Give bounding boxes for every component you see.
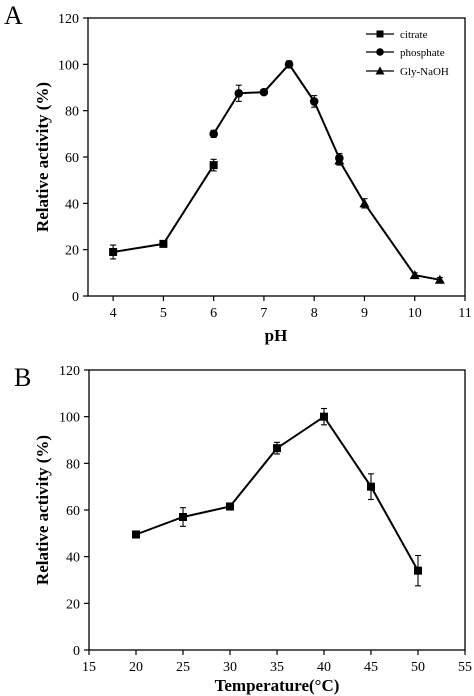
legend-label-phosphate: phosphate xyxy=(400,47,445,59)
x-tick-label: 35 xyxy=(270,660,284,675)
panel-a-x-ticks: 4 5 6 7 8 9 10 11 xyxy=(110,296,472,321)
series-line xyxy=(135,415,419,572)
x-tick-label: 15 xyxy=(82,660,96,675)
series-line xyxy=(338,159,441,281)
x-tick-label: 50 xyxy=(411,660,425,675)
legend-circle-marker xyxy=(376,48,384,56)
data-point-square xyxy=(179,513,187,521)
legend-triangle-marker xyxy=(375,66,385,75)
panel-b-plot-frame xyxy=(88,369,466,651)
y-tick-label: 100 xyxy=(59,411,80,426)
panel-b-y-ticks: 0 20 40 60 80 100 120 xyxy=(59,364,89,659)
y-tick-label: 40 xyxy=(65,197,79,212)
y-tick-label: 80 xyxy=(65,105,79,120)
data-point-square xyxy=(159,239,168,248)
y-tick-label: 80 xyxy=(66,457,80,472)
y-tick-label: 20 xyxy=(66,597,80,612)
panel-b-points xyxy=(132,412,422,575)
data-point-circle xyxy=(309,97,319,106)
data-point-square xyxy=(414,566,422,575)
panel-a-plot-frame xyxy=(87,17,466,297)
panel-a-legend: citrate phosphate Gly-NaOH xyxy=(366,29,449,78)
legend-label-gly-naoh: Gly-NaOH xyxy=(400,66,449,78)
panel-a-letter: A xyxy=(4,1,23,30)
data-point-square xyxy=(226,502,234,511)
panel-a-y-ticks: 0 20 40 60 80 100 120 xyxy=(58,12,88,305)
panel-b-y-axis-title: Relative activity (%) xyxy=(33,435,52,585)
y-tick-label: 0 xyxy=(72,290,79,305)
data-point-circle xyxy=(284,60,294,69)
x-tick-label: 9 xyxy=(361,306,368,321)
x-tick-label: 45 xyxy=(364,660,378,675)
panel-b-x-ticks: 15 20 25 30 35 40 45 50 55 xyxy=(82,650,472,675)
series-line xyxy=(212,62,341,159)
data-point-circle xyxy=(259,87,269,97)
x-tick-label: 30 xyxy=(223,660,237,675)
panel-a-x-axis-title: pH xyxy=(265,326,288,345)
panel-a-y-axis-title: Relative activity (%) xyxy=(33,82,52,232)
panel-b-letter: B xyxy=(14,363,31,392)
x-tick-label: 11 xyxy=(458,306,471,321)
x-tick-label: 10 xyxy=(408,306,422,321)
y-tick-label: 0 xyxy=(73,644,80,659)
chart-panel-a: A 0 20 40 60 80 100 120 4 5 6 7 8 9 10 11 Relative ac… xyxy=(4,1,472,345)
x-tick-label: 25 xyxy=(176,660,190,675)
panel-b-x-axis-title: Temperature(°C) xyxy=(215,676,340,695)
y-tick-label: 60 xyxy=(66,504,80,519)
x-tick-label: 8 xyxy=(311,306,318,321)
y-tick-label: 120 xyxy=(59,364,80,379)
x-tick-label: 55 xyxy=(458,660,472,675)
data-point-circle xyxy=(209,129,218,139)
series-line xyxy=(112,164,215,253)
y-tick-label: 120 xyxy=(58,12,79,27)
y-tick-label: 40 xyxy=(66,551,80,566)
data-point-triangle xyxy=(359,198,370,208)
data-point-circle xyxy=(234,88,244,98)
x-tick-label: 5 xyxy=(160,306,167,321)
chart-panel-b: B 0 20 40 60 80 100 120 15 20 25 30 35 40 45 50 55 Rel… xyxy=(14,363,472,695)
data-point-square xyxy=(132,530,140,539)
panel-a-error-bars xyxy=(110,60,443,283)
legend-square-marker xyxy=(376,30,384,38)
data-point-triangle xyxy=(434,274,445,284)
x-tick-label: 40 xyxy=(317,660,331,675)
panel-b-series-lines xyxy=(135,415,419,572)
data-point-triangle xyxy=(334,155,345,165)
data-point-square xyxy=(209,161,218,170)
panel-a-points xyxy=(109,60,445,284)
data-point-square xyxy=(320,412,328,421)
data-point-square xyxy=(273,444,281,453)
x-tick-label: 7 xyxy=(260,306,267,321)
x-tick-label: 20 xyxy=(129,660,143,675)
data-point-triangle xyxy=(409,270,420,280)
data-point-square xyxy=(367,482,375,491)
y-tick-label: 60 xyxy=(65,151,79,166)
x-tick-label: 6 xyxy=(210,306,217,321)
y-tick-label: 100 xyxy=(58,58,79,73)
data-point-square xyxy=(109,247,118,256)
legend-label-citrate: citrate xyxy=(400,29,428,41)
y-tick-label: 20 xyxy=(65,244,79,259)
x-tick-label: 4 xyxy=(110,306,117,321)
